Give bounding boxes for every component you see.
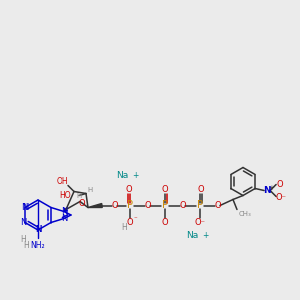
Text: OH: OH: [56, 177, 68, 186]
Text: O: O: [145, 201, 151, 210]
Text: N: N: [61, 214, 67, 223]
Text: O: O: [162, 185, 168, 194]
Text: N: N: [61, 207, 67, 216]
Text: ⁻: ⁻: [133, 217, 137, 223]
Text: O: O: [79, 199, 85, 208]
Text: O⁻: O⁻: [194, 218, 206, 227]
Text: +: +: [268, 185, 274, 191]
Text: O: O: [112, 201, 118, 210]
Text: Na: Na: [116, 171, 128, 180]
Text: H: H: [20, 236, 26, 244]
Text: O: O: [277, 180, 284, 189]
Text: P: P: [197, 200, 203, 211]
Text: P: P: [127, 200, 133, 211]
Text: +: +: [132, 171, 138, 180]
Text: O⁻: O⁻: [276, 193, 286, 202]
Text: H: H: [121, 223, 127, 232]
Text: HO: HO: [59, 191, 71, 200]
Text: O: O: [180, 201, 186, 210]
Text: N: N: [35, 226, 41, 235]
Text: N: N: [21, 203, 27, 212]
Text: N: N: [35, 226, 41, 235]
Text: H: H: [87, 187, 93, 193]
Text: NH₂: NH₂: [31, 241, 45, 250]
Text: O: O: [127, 218, 133, 227]
Text: N: N: [22, 203, 28, 212]
Text: O: O: [198, 185, 204, 194]
Text: +: +: [202, 231, 208, 240]
Polygon shape: [64, 208, 68, 212]
Text: N: N: [263, 186, 271, 195]
Text: H: H: [23, 241, 29, 250]
Text: H: H: [76, 194, 82, 200]
Polygon shape: [88, 203, 102, 208]
Text: CH₃: CH₃: [239, 212, 252, 218]
Text: Na: Na: [186, 231, 198, 240]
Text: N: N: [20, 218, 26, 227]
Text: O: O: [215, 201, 221, 210]
Text: O: O: [162, 218, 168, 227]
Text: P: P: [162, 200, 168, 211]
Text: O: O: [126, 185, 132, 194]
